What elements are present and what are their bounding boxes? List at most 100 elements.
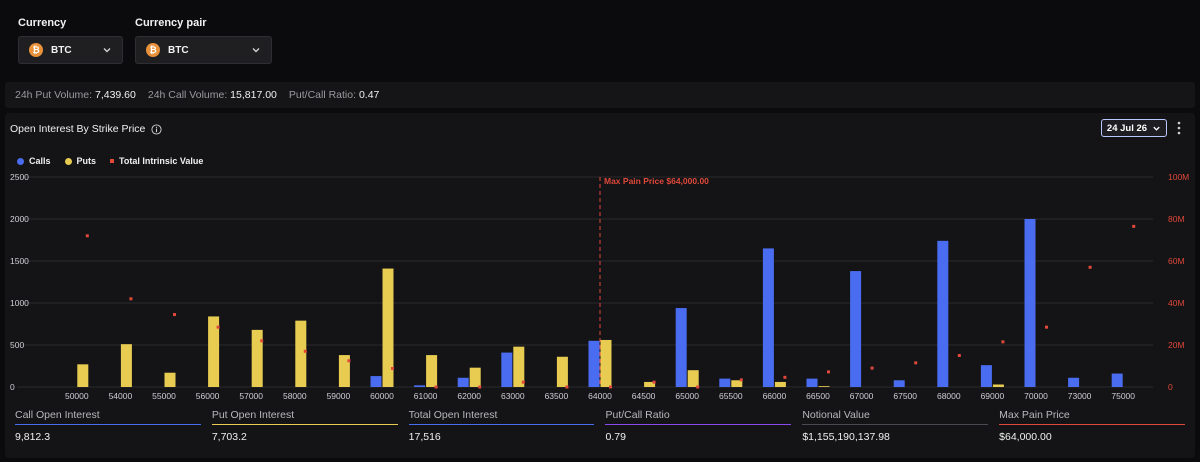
metric-value: 0.79 (605, 431, 626, 443)
metric-label: Put Open Interest (211, 409, 295, 421)
metric-3: Put/Call Ratio 0.79 (605, 409, 792, 443)
calls-bar (414, 385, 426, 387)
puts-bar (77, 364, 89, 387)
metric-underline (802, 424, 989, 425)
currency-pair-label: Currency pair (135, 17, 207, 29)
intrinsic-point (347, 359, 351, 363)
open-interest-panel: Open Interest By Strike Price 24 Jul 26 … (5, 113, 1195, 458)
call-volume-stat: 24h Call Volume: 15,817.00 (148, 89, 277, 101)
stat-label: 24h Put Volume: (15, 89, 93, 101)
calls-bar (1111, 373, 1123, 387)
chevron-down-icon (252, 48, 260, 53)
intrinsic-point (609, 385, 612, 389)
x-tick-label: 60000 (370, 391, 394, 401)
y-tick-label: 500 (10, 340, 24, 350)
expiry-date-value: 24 Jul 26 (1106, 122, 1148, 134)
volume-stats-bar: 24h Put Volume: 7,439.60 24h Call Volume… (5, 82, 1195, 108)
metrics-row: Call Open Interest 9,812.3 Put Open Intere… (15, 409, 1185, 443)
calls-bar (762, 248, 774, 387)
x-tick-label: 67500 (893, 391, 917, 401)
max-pain-label: Max Pain Price $64,000.00 (604, 176, 709, 186)
open-interest-chart: 0 500 1000 1500 2000 2500 0 20M 40M 60M 80M 100M 500… (10, 172, 1189, 401)
metric-underline (408, 424, 595, 425)
y2-tick-label: 60M (1168, 256, 1185, 266)
puts-bar (513, 346, 525, 387)
info-icon[interactable] (151, 123, 162, 135)
currency-pair-select[interactable]: ₿ BTC (135, 36, 272, 64)
metric-0: Call Open Interest 9,812.3 (15, 409, 201, 443)
intrinsic-point (216, 325, 220, 329)
puts-bar (818, 386, 830, 387)
y2-tick-label: 40M (1168, 298, 1185, 308)
metric-value: 17,516 (408, 431, 441, 443)
puts-bar (774, 381, 786, 387)
intrinsic-swatch (110, 159, 115, 163)
metric-label: Notional Value (802, 409, 870, 421)
intrinsic-point (478, 385, 482, 389)
intrinsic-point (521, 380, 525, 384)
intrinsic-point (1132, 224, 1136, 228)
metric-underline (999, 424, 1185, 425)
metric-value: $1,155,190,137.98 (802, 431, 890, 443)
calls-bar (893, 380, 905, 387)
puts-bar (687, 370, 699, 387)
puts-bar (295, 320, 307, 387)
expiry-date-dropdown[interactable]: 24 Jul 26 (1101, 119, 1167, 137)
puts-bar (251, 329, 263, 387)
put-call-ratio-stat: Put/Call Ratio: 0.47 (289, 89, 379, 101)
metric-underline (211, 424, 398, 425)
currency-value: BTC (51, 44, 72, 56)
x-tick-label: 56000 (196, 391, 220, 401)
calls-bar (980, 365, 992, 387)
x-tick-label: 54000 (109, 391, 133, 401)
y-tick-label: 2000 (10, 214, 29, 224)
metric-4: Notional Value $1,155,190,137.98 (802, 409, 989, 443)
legend-puts[interactable]: Puts (64, 156, 96, 166)
calls-bar (719, 378, 731, 387)
puts-bar (208, 316, 220, 387)
x-tick-label: 75000 (1111, 391, 1135, 401)
intrinsic-point (391, 367, 394, 371)
metric-1: Put Open Interest 7,703.2 (211, 409, 398, 443)
metric-label: Put/Call Ratio (605, 409, 670, 421)
x-tick-label: 50000 (65, 391, 89, 401)
puts-bar (338, 355, 350, 387)
calls-bar (588, 340, 600, 387)
calls-bar (501, 352, 513, 387)
stat-value: 0.47 (358, 89, 380, 101)
x-tick-label: 65000 (675, 391, 699, 401)
puts-bar (556, 356, 568, 387)
intrinsic-point (739, 378, 743, 382)
puts-bar (426, 355, 438, 387)
calls-bar (1068, 377, 1080, 387)
bitcoin-icon: ₿ (146, 43, 160, 57)
intrinsic-point (696, 385, 700, 389)
puts-bar (644, 381, 656, 387)
calls-bar (1024, 219, 1036, 387)
x-tick-label: 73000 (1068, 391, 1092, 401)
calls-bar (806, 378, 818, 387)
x-tick-label: 69000 (981, 391, 1005, 401)
intrinsic-point (783, 375, 787, 379)
legend-calls[interactable]: Calls (17, 156, 51, 166)
metric-value: $64,000.00 (999, 431, 1052, 443)
calls-swatch (17, 157, 24, 165)
y-tick-label: 1000 (10, 298, 29, 308)
panel-title-text: Open Interest By Strike Price (10, 123, 146, 135)
more-vertical-icon[interactable] (1177, 121, 1181, 135)
currency-select[interactable]: ₿ BTC (18, 36, 123, 64)
y-tick-label: 1500 (10, 256, 29, 266)
metric-underline (605, 424, 792, 425)
y2-tick-label: 20M (1168, 340, 1185, 350)
metric-label: Call Open Interest (15, 409, 100, 421)
legend-label: Total Intrinsic Value (119, 156, 204, 166)
currency-label: Currency (18, 17, 67, 29)
legend-intrinsic[interactable]: Total Intrinsic Value (110, 156, 203, 166)
x-tick-label: 61000 (414, 391, 438, 401)
x-tick-label: 66500 (806, 391, 830, 401)
x-tick-label: 62000 (457, 391, 481, 401)
calls-bar (370, 376, 382, 387)
puts-bar (992, 384, 1004, 387)
intrinsic-point (129, 297, 133, 301)
put-volume-stat: 24h Put Volume: 7,439.60 (15, 89, 136, 101)
